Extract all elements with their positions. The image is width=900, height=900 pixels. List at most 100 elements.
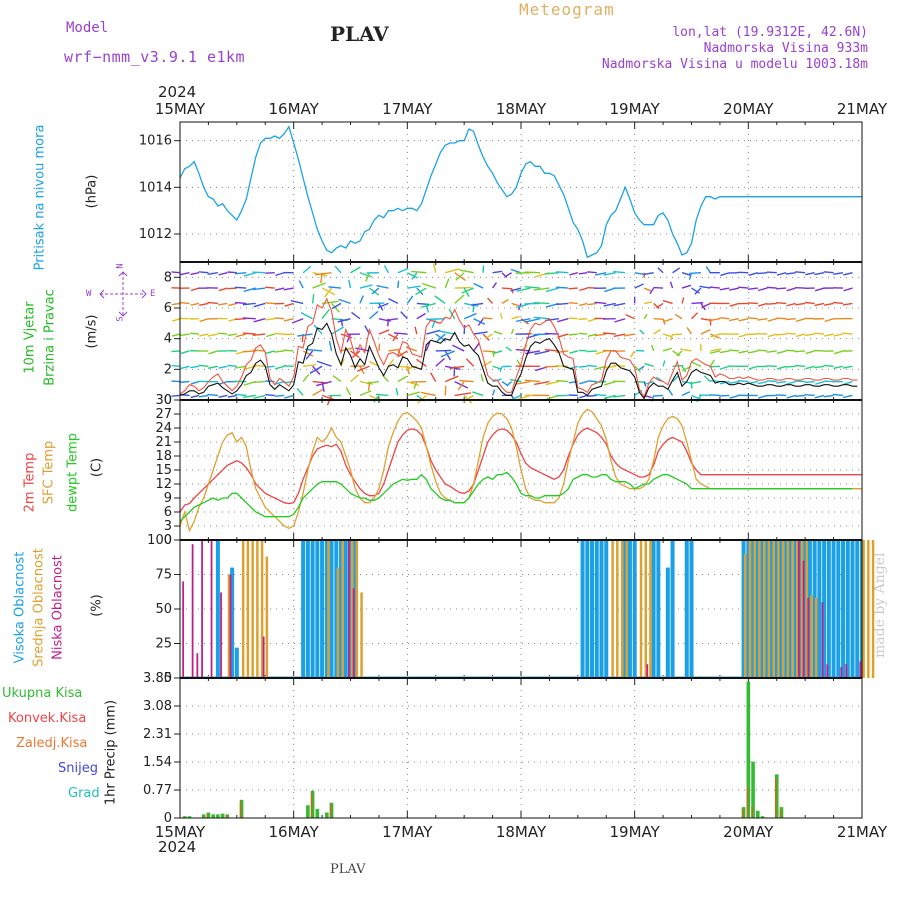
wind-arrow <box>795 350 806 353</box>
wind-arrow <box>265 286 275 289</box>
cloud-bar-low <box>802 560 805 678</box>
cloud-bar-high <box>836 540 841 678</box>
cloud-bar-high <box>774 540 779 678</box>
wind-arrow <box>411 272 418 280</box>
wind-arrow <box>823 394 834 398</box>
wind-arrow <box>438 330 455 335</box>
cloud-bar-mid <box>620 540 624 678</box>
wind-arrow <box>556 365 569 367</box>
wind-arrow <box>786 302 796 307</box>
wind-arrow <box>623 333 635 337</box>
wind-arrow <box>284 302 294 307</box>
wind-arrow <box>795 302 806 306</box>
wind-arrow <box>766 350 777 353</box>
wind-arrow <box>473 342 480 352</box>
cloud-bar-low <box>840 666 843 678</box>
wind-arrow <box>510 268 522 274</box>
wind-arrow <box>587 350 597 353</box>
wind-arrow <box>534 380 550 386</box>
precip-legend-total: Ukupna Kisa <box>2 686 83 701</box>
wind-arrow <box>579 380 588 385</box>
wind-arrow <box>457 381 465 391</box>
wind-arrow <box>681 380 692 384</box>
wind-arrow <box>265 333 275 338</box>
wind-arrow <box>720 365 730 370</box>
cloud-bar-high <box>604 540 609 678</box>
cloud-bar-high <box>320 540 325 678</box>
wind-arrow <box>463 325 466 335</box>
cloud-bar-mid <box>777 540 780 678</box>
wind-arrow <box>843 394 853 399</box>
wind-arrow <box>180 333 190 337</box>
wind-arrow <box>207 393 218 397</box>
compass-e: E <box>150 289 156 299</box>
wind-arrow <box>487 297 494 304</box>
cloud-bar-high <box>788 540 793 678</box>
precip-bar-total <box>315 808 320 818</box>
wind-arrow <box>297 333 313 337</box>
wind-arrow <box>416 312 426 320</box>
y-tick-label: 12 <box>155 477 172 492</box>
wind-arrow <box>579 394 588 399</box>
wind-arrow <box>719 394 730 397</box>
elevation-text: Nadmorska Visina 933m <box>703 41 868 56</box>
cloud-bar-high <box>215 540 220 678</box>
y-tick-label: 24 <box>155 421 172 436</box>
x-tick-top: 21MAY <box>837 100 888 118</box>
precip-bar-conv <box>774 778 777 818</box>
wind-arrow <box>345 387 352 396</box>
wind-arrow <box>814 380 825 385</box>
wind-arrow <box>814 365 825 369</box>
wind-arrow <box>461 287 474 294</box>
cloud-bar-mid <box>360 592 363 678</box>
wind-arrow <box>454 294 465 304</box>
wind-arrow <box>516 287 531 292</box>
wind-arrow <box>843 272 853 276</box>
wind-arrow <box>328 286 342 289</box>
wind-arrow <box>492 270 503 274</box>
panel-frame <box>179 677 863 819</box>
wind-arrow <box>328 340 333 352</box>
wind-arrow <box>445 268 461 274</box>
wind-arrow <box>511 302 520 307</box>
x-tick-bottom: 19MAY <box>610 823 661 841</box>
cloud-bar-mid <box>251 540 254 678</box>
cloud-bar-high <box>348 540 353 678</box>
wind-arrow <box>510 328 515 335</box>
wind-arrow <box>656 302 664 309</box>
wind-arrow <box>691 301 704 305</box>
y-tick-label: 3.85 <box>143 671 172 686</box>
x-tick-bottom: 20MAY <box>723 823 774 841</box>
cloud-bar-high <box>627 540 632 678</box>
wind-arrow <box>218 302 228 306</box>
wind-arrow <box>738 318 749 322</box>
cloud-bar-high <box>755 540 760 678</box>
wind-arrow <box>309 365 323 374</box>
wind-arrow <box>378 329 390 335</box>
wind-arrow <box>843 287 853 292</box>
precip-bar-conv <box>182 816 185 818</box>
cloud-bar-high <box>793 540 798 678</box>
wind-arrow <box>452 344 465 352</box>
wind-speed-line <box>179 322 858 400</box>
x-tick-bottom: 17MAY <box>382 823 433 841</box>
wind-arrow <box>373 394 380 403</box>
wind-arrow <box>569 272 579 276</box>
wind-arrow <box>766 302 777 305</box>
cloud-bar-low <box>262 636 265 678</box>
cloud-bar-high <box>594 540 599 678</box>
cloud-bar-low <box>352 588 355 678</box>
wind-arrow <box>499 313 503 319</box>
wind-arrow <box>672 333 683 336</box>
wind-arrow <box>613 364 626 367</box>
y-tick-label: 0.77 <box>143 783 172 798</box>
wind-arrow <box>533 316 550 320</box>
cloud-bar-low <box>229 574 232 678</box>
precip-bar-total <box>187 816 192 818</box>
cloud-bar-high <box>665 567 670 678</box>
wind-arrow <box>699 285 711 289</box>
cloud-bar-mid <box>336 567 340 678</box>
wind-arrow <box>463 312 477 320</box>
wind-arrow <box>313 324 323 335</box>
wind-arrow <box>728 318 739 322</box>
